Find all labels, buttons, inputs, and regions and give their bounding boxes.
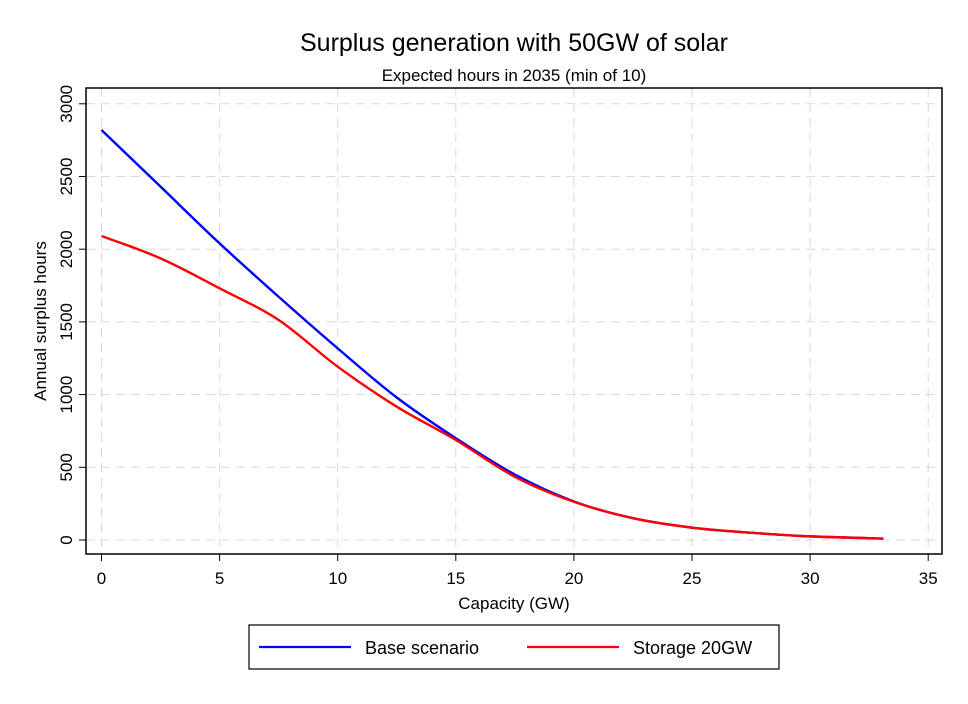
y-tick-label: 3000: [57, 85, 76, 123]
y-tick-label: 500: [57, 453, 76, 481]
series-line-storage: [101, 234, 884, 540]
x-tick-label: 30: [801, 569, 820, 588]
x-axis-label: Capacity (GW): [458, 594, 569, 613]
chart-subtitle: Expected hours in 2035 (min of 10): [382, 66, 647, 85]
y-axis-label: Annual surplus hours: [31, 241, 50, 401]
y-tick-label: 2000: [57, 230, 76, 268]
legend: Base scenario Storage 20GW: [248, 624, 780, 670]
x-tick-label: 25: [683, 569, 702, 588]
x-tick-label: 0: [97, 569, 106, 588]
y-tick-label: 1000: [57, 376, 76, 414]
y-tick-label: 1500: [57, 303, 76, 341]
y-tick-label: 2500: [57, 158, 76, 196]
x-tick-label: 10: [328, 569, 347, 588]
legend-label-storage: Storage 20GW: [633, 638, 752, 658]
y-tick-label: 0: [57, 535, 76, 544]
x-tick-label: 5: [215, 569, 224, 588]
plot-frame: [85, 87, 943, 555]
x-tick-label: 15: [446, 569, 465, 588]
legend-label-base: Base scenario: [365, 638, 479, 658]
series-line-base: [100, 129, 884, 540]
x-tick-label: 35: [919, 569, 938, 588]
chart-title: Surplus generation with 50GW of solar: [300, 29, 728, 57]
x-tick-label: 20: [564, 569, 583, 588]
